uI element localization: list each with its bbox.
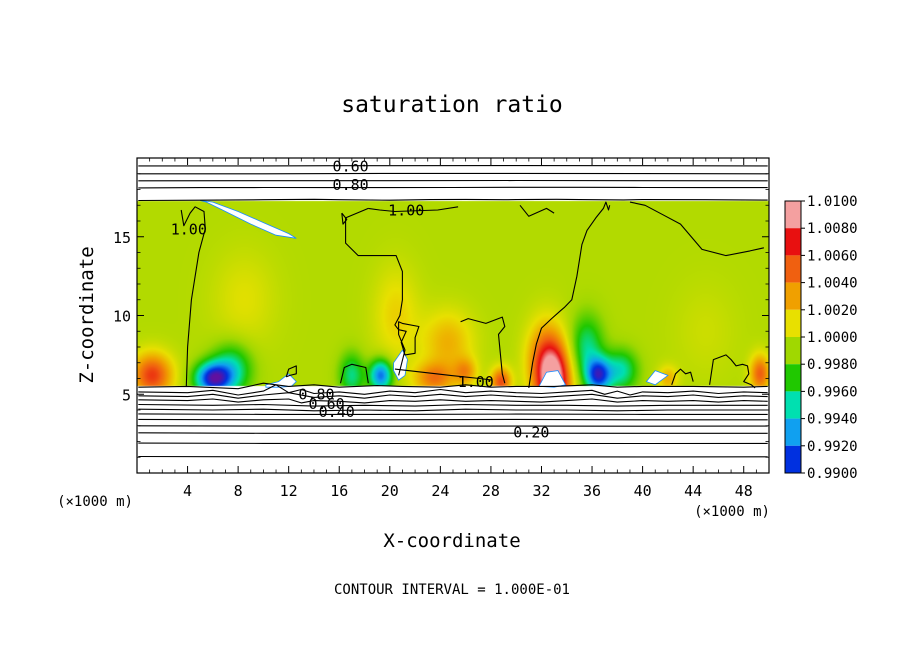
contour-line (138, 408, 768, 412)
contour-line (180, 206, 206, 387)
white-patch (538, 370, 567, 388)
colorbar-label: 1.0040 (807, 276, 858, 292)
contour-line (285, 365, 297, 378)
x-tick-label: 48 (735, 482, 753, 500)
contour-line (394, 368, 493, 381)
y-axis-label: Z-coordinate (76, 246, 98, 383)
contour-labels: 0.600.801.001.001.000.800.600.400.20 (171, 157, 550, 441)
contour-line (345, 207, 420, 376)
colorbar-label: 0.9980 (807, 357, 858, 373)
contour-line (138, 398, 768, 404)
contour-line (138, 198, 768, 202)
contour-label: 0.60 (309, 395, 345, 413)
colorbar-label: 1.0000 (807, 330, 858, 346)
colorbar-label: 1.0080 (807, 221, 858, 237)
contour-label: 1.00 (171, 220, 207, 238)
colorbar-label: 0.9900 (807, 466, 858, 482)
saturation-field (137, 158, 769, 473)
x-axis-ticks: 4 8 12 16 20 24 28 32 36 40 44 48 (149, 158, 757, 500)
white-patch (265, 373, 297, 388)
white-patch (200, 200, 297, 239)
x-tick-label: 16 (330, 482, 348, 500)
chart-title: saturation ratio (341, 92, 563, 118)
contour-line (138, 382, 768, 390)
colorbar-label: 0.9960 (807, 384, 858, 400)
contour-line (138, 186, 768, 189)
colorbar-label: 1.0060 (807, 248, 858, 264)
colorbar-swatch (785, 445, 801, 473)
x-tick-label: 8 (234, 482, 243, 500)
contour-label: 1.00 (388, 201, 424, 219)
contour-line (341, 212, 348, 225)
colorbar-label: 1.0100 (807, 194, 858, 210)
x-tick-label: 40 (634, 482, 652, 500)
x-tick-label: 12 (280, 482, 298, 500)
x-tick-label: 4 (183, 482, 192, 500)
x-tick-label: 36 (583, 482, 601, 500)
x-axis-label: X-coordinate (383, 530, 520, 552)
contour-interval-footer: CONTOUR INTERVAL = 1.000E-01 (334, 582, 570, 598)
contour-lines (138, 165, 768, 458)
colorbar-swatch (785, 255, 801, 283)
contour-line (629, 201, 765, 257)
contour-label: 0.40 (319, 403, 355, 421)
contour-label: 0.80 (333, 176, 369, 194)
contour-label: 0.60 (333, 157, 369, 175)
colorbar: 1.0100 1.0080 1.0060 1.0040 1.0020 1.0000 0.99… (784, 194, 858, 482)
white-patches (200, 200, 669, 388)
contour-line (138, 403, 768, 407)
colorbar-swatch (785, 228, 801, 256)
contour-label: 0.20 (513, 423, 549, 441)
colorbar-label: 1.0020 (807, 303, 858, 319)
x-tick-label: 44 (684, 482, 702, 500)
x-unit-right: (×1000 m) (694, 504, 770, 520)
contour-line (528, 201, 611, 388)
x-tick-label: 32 (532, 482, 550, 500)
contour-line (709, 354, 756, 389)
x-tick-label: 28 (482, 482, 500, 500)
contour-line (138, 384, 768, 396)
contour-line (460, 316, 506, 384)
colorbar-swatch (785, 282, 801, 310)
contour-line (339, 363, 369, 384)
y-axis-ticks: 5 10 15 (113, 173, 769, 458)
contour-line (671, 368, 694, 385)
colorbar-label: 0.9920 (807, 439, 858, 455)
contour-line (519, 204, 555, 217)
colorbar-swatch (785, 309, 801, 337)
y-tick-label: 10 (113, 308, 131, 326)
colorbar-swatch (785, 418, 801, 446)
white-patch (645, 370, 669, 386)
contour-label: 0.80 (298, 386, 334, 404)
plot-area (137, 158, 769, 473)
contour-line (138, 413, 768, 415)
x-unit-left: (×1000 m) (57, 494, 133, 510)
y-tick-label: 5 (122, 386, 131, 404)
colorbar-swatch (785, 337, 801, 365)
x-tick-label: 24 (431, 482, 449, 500)
colorbar-swatch (785, 364, 801, 392)
contour-line (138, 392, 768, 399)
x-tick-label: 20 (381, 482, 399, 500)
contour-line (368, 206, 459, 213)
contour-label: 1.00 (458, 373, 494, 391)
colorbar-swatch (785, 391, 801, 419)
white-patch (393, 349, 408, 381)
colorbar-swatch (785, 201, 801, 229)
y-tick-label: 15 (113, 229, 131, 247)
contour-line (138, 432, 768, 434)
colorbar-label: 0.9940 (807, 412, 858, 428)
